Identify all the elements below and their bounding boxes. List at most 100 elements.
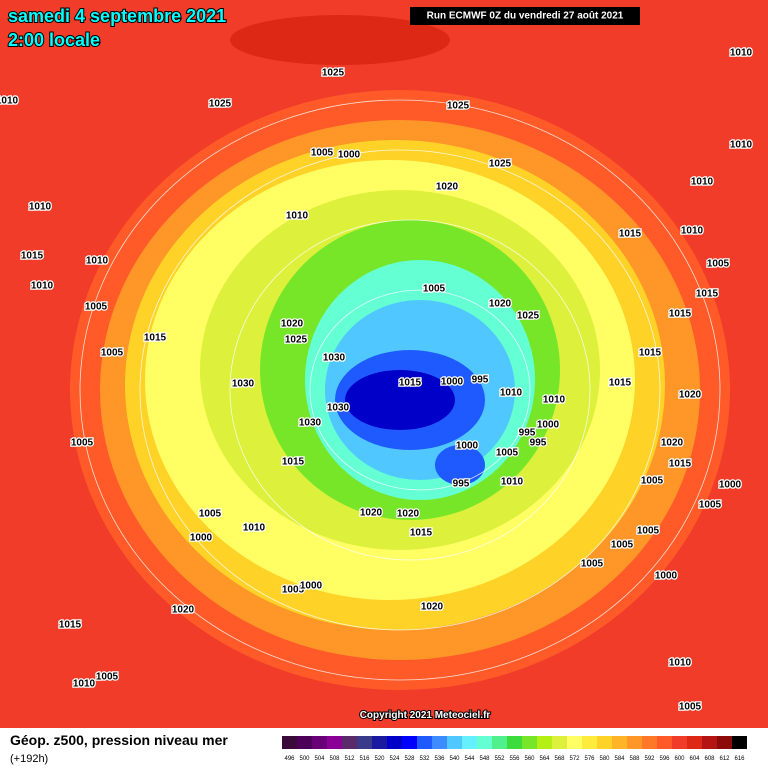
- time: 2:00 locale: [8, 30, 100, 50]
- scale-label: 584: [614, 756, 625, 762]
- scale-swatch: [447, 736, 462, 749]
- scale-label: 576: [584, 756, 595, 762]
- isobar-label: 1000: [456, 441, 479, 452]
- isobar-label: 1015: [282, 457, 305, 468]
- isobar-label: 1010: [73, 679, 96, 690]
- scale-label: 524: [389, 756, 400, 762]
- scale-swatch: [537, 736, 552, 749]
- scale-swatch: [477, 736, 492, 749]
- scale-swatch: [657, 736, 672, 749]
- isobar-label: 1030: [323, 353, 346, 364]
- scale-swatch: [672, 736, 687, 749]
- field: [435, 445, 485, 485]
- isobar-label: 995: [453, 479, 470, 490]
- isobar-label: 1015: [410, 528, 433, 539]
- isobar-label: 1025: [209, 99, 232, 110]
- scale-swatch: [417, 736, 432, 749]
- scale-label: 548: [479, 756, 490, 762]
- isobar-label: 1000: [338, 150, 361, 161]
- isobar-label: 1010: [86, 256, 109, 267]
- scale-label: 600: [674, 756, 685, 762]
- scale-swatch: [732, 736, 747, 749]
- isobar-label: 1005: [85, 302, 108, 313]
- isobar-label: 1020: [421, 602, 444, 613]
- isobar-label: 1010: [31, 281, 54, 292]
- field: [345, 370, 455, 430]
- scale-swatch: [357, 736, 372, 749]
- isobar-label: 1000: [190, 533, 213, 544]
- isobar-label: 1010: [286, 211, 309, 222]
- scale-swatch: [642, 736, 657, 749]
- scale-label: 508: [329, 756, 340, 762]
- isobar-label: 1010: [681, 226, 704, 237]
- isobar-label: 995: [519, 428, 536, 439]
- scale-label: 536: [434, 756, 445, 762]
- isobar-label: 1025: [285, 335, 308, 346]
- isobar-label: 1015: [639, 348, 662, 359]
- scale-swatch: [612, 736, 627, 749]
- isobar-label: 1015: [619, 229, 642, 240]
- isobar-label: 1005: [96, 672, 119, 683]
- isobar-label: 1010: [243, 523, 266, 534]
- isobar-label: 1005: [581, 559, 604, 570]
- isobar-label: 1005: [679, 702, 702, 713]
- isobar-label: 1015: [59, 620, 82, 631]
- scale-label: 596: [659, 756, 670, 762]
- isobar-label: 1010: [730, 140, 753, 151]
- scale-label: 544: [464, 756, 475, 762]
- scale-swatch: [462, 736, 477, 749]
- scale-label: 528: [404, 756, 415, 762]
- scale-label: 572: [569, 756, 580, 762]
- isobar-label: 1020: [172, 605, 195, 616]
- isobar-label: 1015: [609, 378, 632, 389]
- isobar-label: 1015: [399, 378, 422, 389]
- scale-swatch: [387, 736, 402, 749]
- scale-label: 604: [689, 756, 700, 762]
- isobar-label: 1025: [322, 68, 345, 79]
- isobar-label: 1025: [489, 159, 512, 170]
- scale-swatch: [717, 736, 732, 749]
- copyright: Copyright 2021 Meteociel.fr: [360, 710, 491, 721]
- isobar-label: 1020: [661, 438, 684, 449]
- isobars: [79, 99, 721, 681]
- isobar-label: 1005: [611, 540, 634, 551]
- isobar-label: 1005: [707, 259, 730, 270]
- scale-label: 500: [299, 756, 310, 762]
- scale-swatch: [282, 736, 297, 749]
- isobar-label: 1020: [489, 299, 512, 310]
- isobar-label: 1000: [655, 571, 678, 582]
- field: [230, 15, 450, 65]
- scale-swatch: [327, 736, 342, 749]
- scale-label: 608: [704, 756, 715, 762]
- isobar-label: 1020: [281, 319, 304, 330]
- scale-swatch: [627, 736, 642, 749]
- scale-label: 580: [599, 756, 610, 762]
- isobar-label: 1010: [543, 395, 566, 406]
- scale-swatch: [492, 736, 507, 749]
- isobar-label: 1005: [641, 476, 664, 487]
- isobar-label: 1005: [699, 500, 722, 511]
- isobar-label: 1005: [282, 585, 305, 596]
- isobar-label: 1000: [441, 377, 464, 388]
- scale-swatch: [342, 736, 357, 749]
- scale-swatch: [687, 736, 702, 749]
- scale-swatch: [567, 736, 582, 749]
- isobar-label: 1005: [496, 448, 519, 459]
- run-info: Run ECMWF 0Z du vendredi 27 août 2021: [427, 11, 624, 22]
- isobar-label: 1005: [311, 148, 334, 159]
- scale-swatch: [372, 736, 387, 749]
- isobar-label: 1015: [144, 333, 167, 344]
- scale-swatch: [402, 736, 417, 749]
- isobar-label: 1000: [537, 420, 560, 431]
- footer-lead: (+192h): [10, 753, 48, 765]
- isobar-label: 1010: [730, 48, 753, 59]
- scale-label: 504: [314, 756, 325, 762]
- isobar-label: 1010: [29, 202, 52, 213]
- isobar-label: 1020: [397, 509, 420, 520]
- scale-swatch: [312, 736, 327, 749]
- isobar-label: 1020: [436, 182, 459, 193]
- scale-swatch: [597, 736, 612, 749]
- scale-label: 564: [539, 756, 550, 762]
